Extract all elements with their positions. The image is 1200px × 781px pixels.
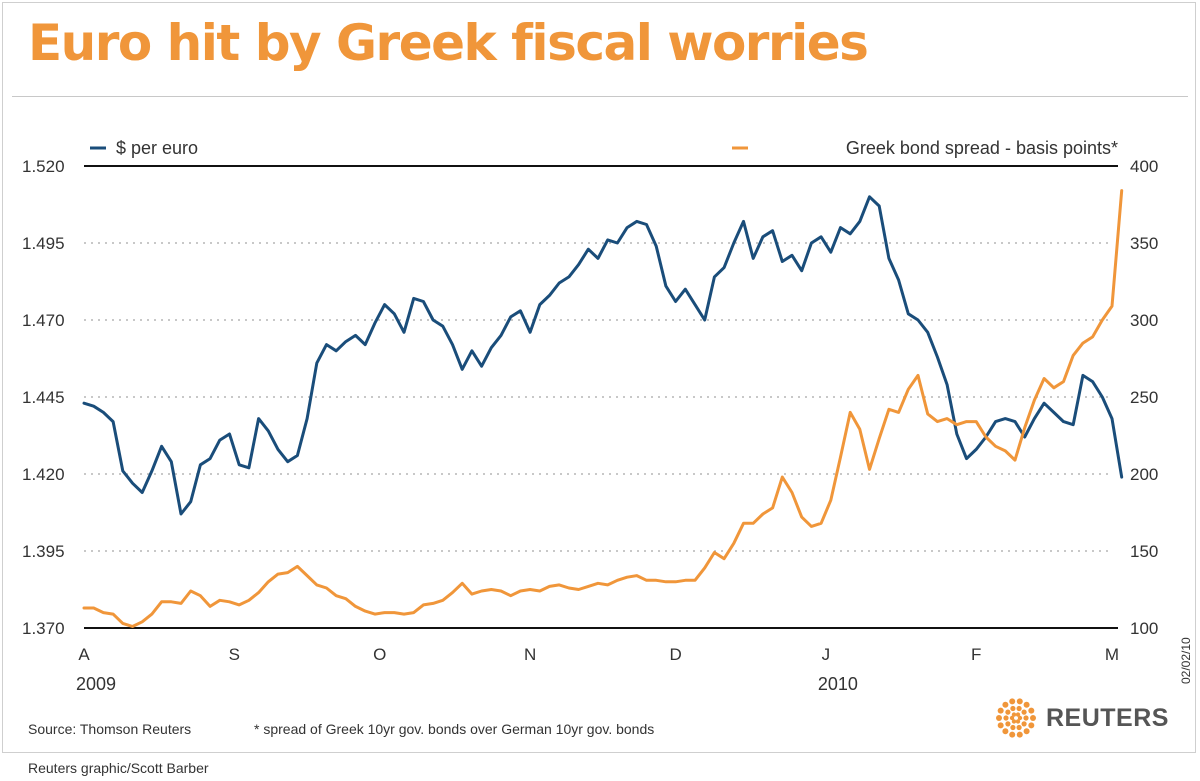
logo-dot <box>996 715 1002 721</box>
series-layer <box>82 189 1124 628</box>
x-axis-tick-label: A <box>78 645 90 664</box>
left-axis-tick-label: 1.395 <box>22 542 65 561</box>
right-axis-tick-label: 400 <box>1130 157 1158 176</box>
logo-dot <box>1023 715 1029 721</box>
right-axis-tick-label: 350 <box>1130 234 1158 253</box>
left-axis-tick-label: 1.420 <box>22 465 65 484</box>
logo-dot <box>1010 705 1016 712</box>
grid-layer <box>84 165 1118 629</box>
logo-dot <box>1023 728 1030 735</box>
logo-dot <box>1011 719 1017 724</box>
legend-label-spread: Greek bond spread - basis points* <box>846 138 1118 158</box>
legend-layer: $ per euro Greek bond spread - basis poin… <box>90 138 1118 158</box>
logo-dot <box>1011 712 1017 717</box>
legend-label-usd: $ per euro <box>116 138 198 158</box>
graphic-credit: Reuters graphic/Scott Barber <box>28 760 209 776</box>
axis-layer: 1.370 1.395 1.420 1.445 1.470 1.495 1.520 100 15… <box>22 157 1193 694</box>
right-axis-tick-label: 150 <box>1130 542 1158 561</box>
chart-title: Euro hit by Greek fiscal worries <box>28 14 869 72</box>
logo-dot <box>1009 698 1016 705</box>
source-note: Source: Thomson Reuters <box>28 721 192 737</box>
x-axis-tick-label: S <box>229 645 240 664</box>
x-axis-tick-label: N <box>524 645 536 664</box>
x-axis-tick-label: O <box>373 645 386 664</box>
logo-dot <box>1030 715 1036 721</box>
usd-per-euro-line <box>82 195 1124 516</box>
logo-dot <box>1021 709 1027 715</box>
x-axis-year-label: 2009 <box>76 674 116 694</box>
x-axis-tick-label: J <box>822 645 831 664</box>
x-axis-tick-label: F <box>971 645 981 664</box>
left-axis-tick-label: 1.470 <box>22 311 65 330</box>
reuters-logo: REUTERS <box>994 696 1169 740</box>
logo-dot <box>997 722 1004 729</box>
title-divider <box>12 96 1188 97</box>
logo-dot <box>1016 705 1022 712</box>
right-axis-tick-label: 250 <box>1130 388 1158 407</box>
footnote: * spread of Greek 10yr gov. bonds over G… <box>254 721 655 737</box>
logo-dot <box>1015 712 1021 717</box>
date-stamp: 02/02/10 <box>1179 637 1193 684</box>
logo-dot <box>1003 715 1009 721</box>
logo-dot <box>1016 698 1023 705</box>
logo-dot <box>1009 731 1016 738</box>
logo-dot <box>1016 731 1023 738</box>
logo-dot <box>1002 728 1009 735</box>
logo-dot <box>997 707 1004 714</box>
left-axis-tick-label: 1.495 <box>22 234 65 253</box>
logo-dot <box>1009 715 1015 721</box>
right-axis-tick-label: 300 <box>1130 311 1158 330</box>
greek-spread-line <box>82 189 1124 628</box>
x-axis-tick-label: D <box>669 645 681 664</box>
logo-dot <box>1010 724 1016 731</box>
logo-dot <box>1005 721 1011 727</box>
left-axis-tick-label: 1.445 <box>22 388 65 407</box>
logo-dot <box>1016 724 1022 731</box>
left-axis-tick-label: 1.520 <box>22 157 65 176</box>
left-axis-tick-label: 1.370 <box>22 619 65 638</box>
right-axis-tick-label: 100 <box>1130 619 1158 638</box>
logo-dot <box>1005 709 1011 715</box>
right-axis-tick-label: 200 <box>1130 465 1158 484</box>
logo-dot <box>1017 715 1023 721</box>
reuters-logo-text: REUTERS <box>1046 703 1169 732</box>
logo-dot <box>1028 722 1035 729</box>
logo-dot <box>1002 701 1009 708</box>
x-axis-year-label: 2010 <box>818 674 858 694</box>
logo-dot <box>1023 701 1030 708</box>
reuters-logo-icon <box>996 698 1036 738</box>
logo-dot <box>1028 707 1035 714</box>
logo-dot <box>1021 721 1027 727</box>
x-axis-tick-label: M <box>1105 645 1119 664</box>
logo-dot <box>1015 719 1021 724</box>
